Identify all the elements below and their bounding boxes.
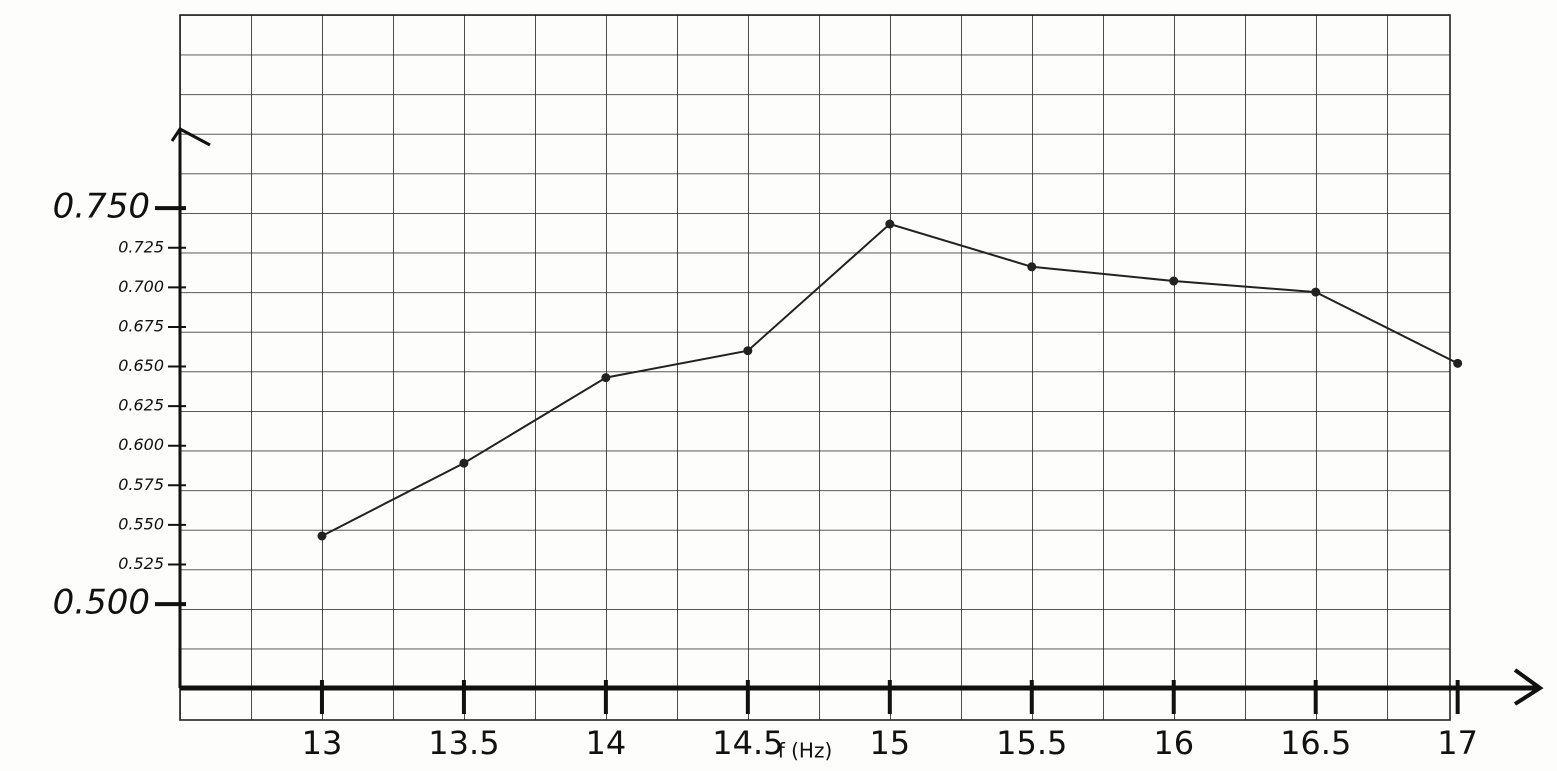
x-tick-label: 15.5 (996, 724, 1067, 762)
y-tick-label: 0.650 (118, 356, 164, 375)
x-axis-label: f (Hz) (778, 739, 833, 763)
x-tick-label: 14 (586, 724, 627, 762)
point (743, 346, 753, 356)
point (1169, 276, 1179, 286)
y-tick-label: 0.575 (118, 475, 164, 494)
x-tick-label: 15 (869, 724, 910, 762)
point (885, 219, 895, 229)
y-tick-label: 0.525 (118, 554, 164, 573)
x-tick-label: 13.5 (428, 724, 499, 762)
y-tick-label: 0.625 (118, 396, 164, 415)
y-axis-arrow (170, 127, 211, 147)
y-tick-label: 0.550 (118, 514, 164, 533)
x-tick-label: 16 (1153, 724, 1194, 762)
point (459, 458, 469, 468)
y-tick-label: 0.500 (53, 583, 150, 623)
x-axis-arrow (1513, 668, 1544, 706)
x-tick-label: 14.5 (712, 724, 783, 762)
x-tick-label: 17 (1437, 724, 1478, 762)
x-tick-label: 13 (302, 724, 343, 762)
point (1311, 287, 1321, 297)
graph-paper (179, 14, 1451, 721)
y-tick-label: 0.725 (118, 237, 164, 256)
point (601, 373, 611, 383)
y-tick-label: 0.750 (53, 187, 150, 227)
x-tick-label: 16.5 (1280, 724, 1351, 762)
point (1453, 358, 1463, 368)
y-tick-label: 0.700 (118, 277, 164, 296)
point (317, 531, 327, 541)
y-tick-label: 0.600 (118, 435, 164, 454)
y-tick-label: 0.675 (118, 316, 164, 335)
point (1027, 262, 1037, 272)
